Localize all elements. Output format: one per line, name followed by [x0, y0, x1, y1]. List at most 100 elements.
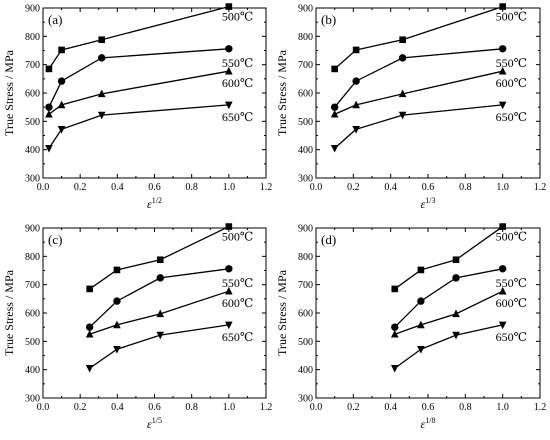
x-axis-label: ε1/8	[421, 416, 436, 431]
data-point-circle	[98, 54, 106, 62]
data-point-triangle-down	[225, 321, 233, 330]
data-point-triangle-up	[225, 66, 233, 75]
series-line	[394, 268, 503, 328]
x-tick-label: 0.4	[384, 402, 397, 413]
series-line	[394, 290, 503, 335]
data-point-triangle-up	[57, 100, 66, 109]
y-tick-label: 900	[298, 224, 313, 235]
x-tick-label: 1.2	[260, 182, 273, 193]
x-tick-label: 1.2	[534, 182, 547, 193]
data-point-square	[156, 256, 164, 264]
data-point-circle	[156, 274, 164, 282]
data-point-triangle-up	[498, 66, 507, 75]
x-tick-label: 1.0	[496, 182, 509, 193]
panel-label: (b)	[321, 12, 336, 27]
series-line	[48, 48, 229, 108]
series-line	[394, 324, 503, 369]
series-2: 550℃	[85, 265, 253, 331]
panel-label: (a)	[48, 12, 62, 27]
data-point-triangle-down	[45, 144, 53, 153]
x-tick-label: 0.2	[74, 402, 87, 413]
y-tick-label: 900	[25, 224, 40, 235]
data-point-square	[45, 65, 53, 73]
data-point-square	[391, 285, 399, 293]
data-point-triangle-down	[85, 364, 94, 373]
data-point-square	[417, 266, 425, 274]
x-tick-label: 0.2	[347, 182, 360, 193]
x-tick-label: 0.6	[422, 402, 435, 413]
x-axis-label-base: ε	[421, 197, 426, 211]
series-label: 500℃	[496, 10, 527, 24]
data-point-triangle-up	[398, 89, 407, 98]
data-point-square	[98, 36, 106, 44]
data-point-square	[58, 46, 65, 54]
y-tick-label: 600	[25, 89, 40, 100]
chart-panel-4: 0.0 0.2 0.4 0.6 0.8 1.0 1.2 300 400 500 600 700 800 9…	[275, 223, 546, 431]
chart-panel-1: 0.0 0.2 0.4 0.6 0.8 1.0 1.2 300 400 500 600 700 800 9…	[2, 3, 272, 211]
data-point-triangle-up	[498, 286, 507, 295]
series-2: 550℃	[330, 45, 527, 111]
data-point-triangle-down	[156, 331, 165, 340]
y-tick-label: 900	[25, 4, 40, 15]
panel-label: (c)	[48, 232, 62, 247]
y-tick-label: 500	[25, 117, 40, 128]
x-tick-label: 0.6	[422, 182, 435, 193]
series-label: 650℃	[496, 330, 527, 344]
data-point-circle	[85, 323, 94, 331]
data-point-triangle-up	[225, 286, 233, 295]
data-point-square	[399, 36, 406, 44]
y-tick-label: 700	[25, 60, 40, 71]
series-line	[334, 104, 503, 149]
data-point-triangle-down	[57, 125, 66, 134]
y-tick-label: 600	[25, 309, 40, 320]
x-tick-label: 1.2	[260, 402, 273, 413]
data-point-circle	[417, 297, 425, 305]
series-label: 550℃	[496, 56, 527, 70]
data-point-triangle-down	[417, 345, 425, 354]
data-point-triangle-down	[390, 364, 399, 373]
data-point-square	[113, 266, 121, 274]
x-tick-label: 1.0	[223, 402, 236, 413]
data-point-triangle-up	[85, 329, 94, 338]
y-tick-label: 600	[298, 309, 313, 320]
data-point-triangle-up	[156, 309, 165, 318]
series-3: 600℃	[390, 286, 527, 338]
data-point-square	[225, 3, 233, 10]
series-line	[89, 225, 230, 290]
series-1: 500℃	[391, 223, 527, 293]
data-point-circle	[330, 103, 339, 111]
x-tick-label: 0.0	[310, 182, 323, 193]
y-tick-label: 400	[25, 365, 40, 376]
data-point-square	[86, 285, 93, 293]
series-line	[394, 226, 504, 290]
x-tick-label: 0.8	[185, 182, 198, 193]
chart-panel-2: 0.0 0.2 0.4 0.6 0.8 1.0 1.2 300 400 500 600 700 800 9…	[275, 3, 546, 211]
data-point-triangle-up	[452, 309, 460, 318]
y-axis-label: True Stress / MPa	[275, 269, 289, 356]
chart-panel-3: 0.0 0.2 0.4 0.6 0.8 1.0 1.2 300 400 500 600 700 800 9…	[2, 223, 272, 431]
data-point-square	[225, 223, 233, 230]
x-tick-label: 0.8	[459, 402, 472, 413]
x-axis-label-exponent: 1/3	[425, 196, 435, 205]
data-point-triangle-down	[452, 331, 460, 340]
y-tick-label: 500	[25, 337, 40, 348]
series-line	[48, 104, 229, 149]
series-label: 550℃	[222, 276, 253, 290]
y-axis-label: True Stress / MPa	[275, 49, 289, 136]
x-tick-label: 0.0	[310, 402, 323, 413]
data-point-triangle-down	[113, 345, 121, 354]
data-point-square	[499, 223, 506, 230]
x-axis-label-base: ε	[147, 417, 152, 431]
x-axis-label: ε1/2	[147, 196, 162, 211]
x-axis-label: ε1/3	[421, 196, 436, 211]
x-tick-label: 0.4	[111, 182, 124, 193]
series-line	[48, 70, 229, 115]
y-tick-label: 700	[298, 280, 313, 291]
series-2: 550℃	[45, 45, 253, 111]
data-point-circle	[498, 265, 507, 273]
data-point-circle	[45, 103, 53, 111]
series-label: 600℃	[222, 296, 253, 310]
y-tick-label: 300	[25, 174, 40, 185]
series-2: 550℃	[391, 265, 527, 331]
